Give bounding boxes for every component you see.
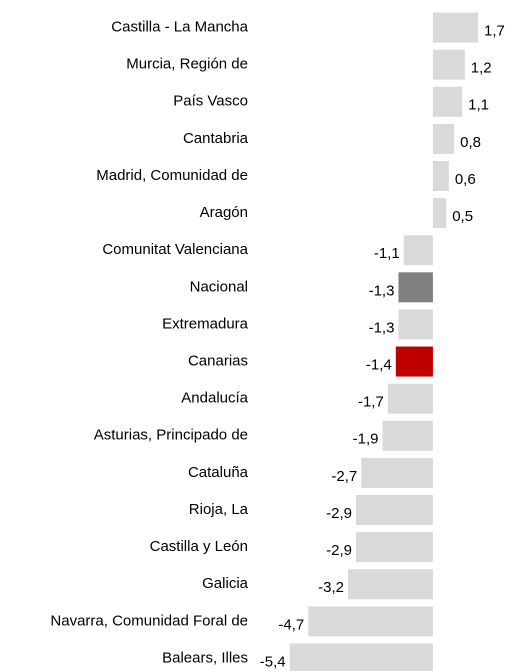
category-label: Asturias, Principado de [94, 427, 248, 444]
value-label: -1,3 [369, 282, 395, 299]
category-label: Extremadura [162, 315, 249, 332]
bar [361, 457, 433, 488]
value-label: 1,7 [484, 23, 505, 40]
bar [432, 123, 455, 154]
value-label: -1,1 [374, 245, 400, 262]
bar [432, 161, 449, 191]
category-label: País Vasco [173, 93, 248, 110]
category-label: Canarias [188, 353, 248, 370]
category-label: Nacional [190, 278, 248, 295]
value-label: 0,6 [455, 171, 476, 188]
bar [382, 420, 433, 451]
bar [398, 272, 433, 303]
category-label: Galicia [202, 575, 249, 592]
category-label: Cataluña [188, 464, 249, 481]
value-label: -5,4 [260, 653, 286, 670]
category-label: Castilla y León [150, 538, 248, 555]
value-label: -4,7 [278, 616, 304, 633]
value-label: -1,7 [358, 394, 384, 411]
category-label: Rioja, La [189, 501, 249, 518]
category-label: Aragón [200, 204, 248, 221]
category-label: Navarra, Comunidad Foral de [50, 612, 248, 629]
category-label: Comunitat Valenciana [102, 241, 248, 258]
value-label: -3,2 [318, 579, 344, 596]
category-label: Balears, Illes [162, 649, 248, 666]
category-label: Castilla - La Mancha [111, 19, 248, 36]
bar [348, 569, 433, 600]
value-label: 1,1 [468, 97, 489, 114]
value-label: 0,8 [460, 134, 481, 151]
bar [355, 532, 433, 563]
category-label: Murcia, Región de [126, 56, 248, 73]
value-label: -2,9 [326, 505, 352, 522]
value-label: -1,4 [366, 357, 392, 374]
value-label: 1,2 [471, 60, 492, 77]
category-label: Andalucía [181, 390, 248, 407]
bar [289, 643, 433, 671]
bar [395, 346, 433, 377]
value-label: -1,9 [353, 431, 379, 448]
bar [398, 309, 433, 340]
bar [308, 606, 433, 637]
value-label: -2,9 [326, 542, 352, 559]
category-label: Cantabria [183, 130, 249, 147]
bar [403, 235, 433, 266]
bar [355, 495, 433, 525]
bar [432, 198, 447, 229]
value-label: -1,3 [369, 319, 395, 336]
bar [432, 12, 479, 43]
bar [387, 383, 433, 414]
bar [432, 49, 465, 80]
value-label: -2,7 [331, 468, 357, 485]
category-label: Madrid, Comunidad de [96, 167, 248, 184]
bar [432, 86, 463, 117]
value-label: 0,5 [452, 208, 473, 225]
